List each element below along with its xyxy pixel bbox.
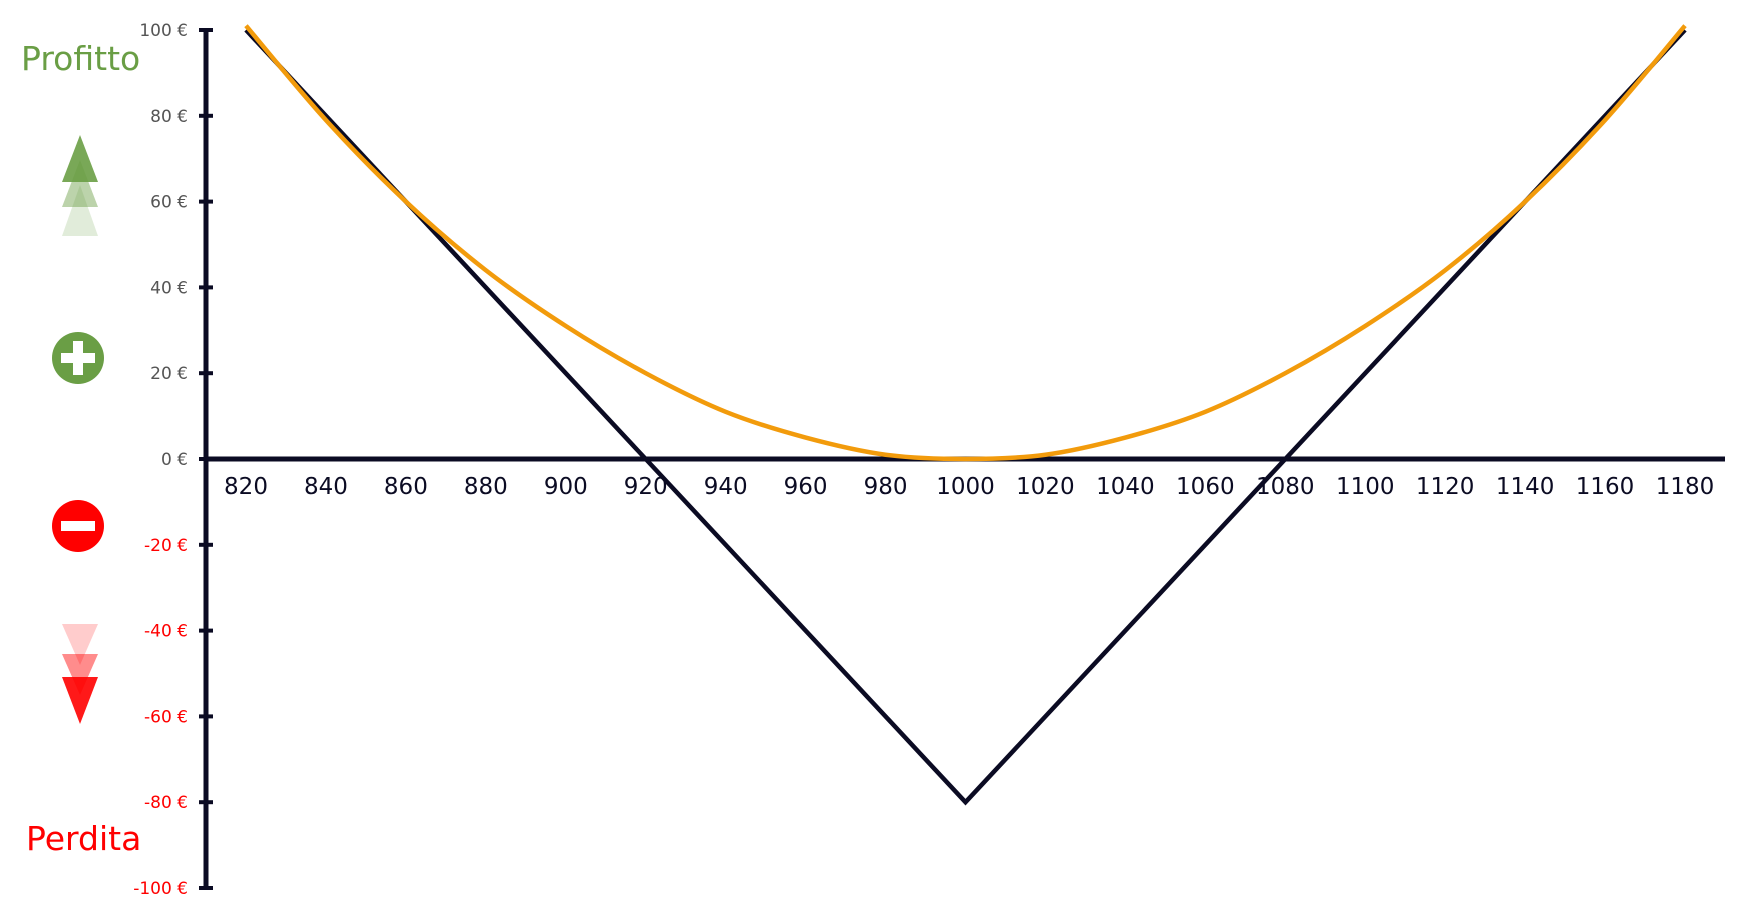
x-tick-label: 1120 [1416, 474, 1475, 500]
y-tick-label: -40 € [144, 622, 188, 642]
y-tick-label: 80 € [150, 107, 188, 127]
x-tick-label: 1060 [1176, 474, 1235, 500]
x-axis: 820 840 860 880 900 920 940 960 980 1000 1020 1040 1… [204, 456, 1725, 500]
y-tick-label: -60 € [144, 707, 188, 727]
x-tick-label: 1000 [936, 474, 995, 500]
x-tick-label: 820 [224, 474, 268, 500]
profit-loss-indicator: Profitto Perdita [21, 39, 141, 858]
x-tick-label: 840 [304, 474, 348, 500]
triangle-down-icon [62, 624, 98, 724]
x-tick-label: 920 [624, 474, 668, 500]
series-layer [244, 24, 1687, 806]
x-tick-label: 1020 [1016, 474, 1075, 500]
x-tick-label: 940 [704, 474, 748, 500]
x-tick-label: 1100 [1336, 474, 1395, 500]
x-tick-label: 880 [464, 474, 508, 500]
loss-label: Perdita [26, 819, 141, 858]
x-tick-label: 900 [544, 474, 588, 500]
y-tick-label: 100 € [139, 21, 188, 41]
minus-circle-icon [52, 500, 104, 552]
y-tick-label: 60 € [150, 193, 188, 213]
x-tick-label: 980 [864, 474, 908, 500]
y-tick-label: 0 € [161, 450, 188, 470]
y-tick-label: 40 € [150, 278, 188, 298]
triangle-up-icon [62, 135, 98, 236]
x-tick-label: 1140 [1496, 474, 1555, 500]
x-tick-label: 860 [384, 474, 428, 500]
x-tick-label: 1180 [1656, 474, 1715, 500]
x-tick-label: 960 [784, 474, 828, 500]
x-tick-label: 1160 [1576, 474, 1635, 500]
y-tick-label: 20 € [150, 364, 188, 384]
profit-label: Profitto [21, 39, 140, 78]
y-tick-label: -80 € [144, 793, 188, 813]
payoff-line [244, 28, 1687, 806]
y-tick-label: -100 € [133, 879, 188, 899]
y-tick-label: -20 € [144, 536, 188, 556]
y-axis: 100 € 80 € 60 € 40 € 20 € 0 € -20 € -40 € -60 € -… [133, 21, 213, 899]
value-curve [244, 24, 1687, 462]
plus-circle-icon [52, 332, 104, 384]
x-tick-label: 1040 [1096, 474, 1155, 500]
